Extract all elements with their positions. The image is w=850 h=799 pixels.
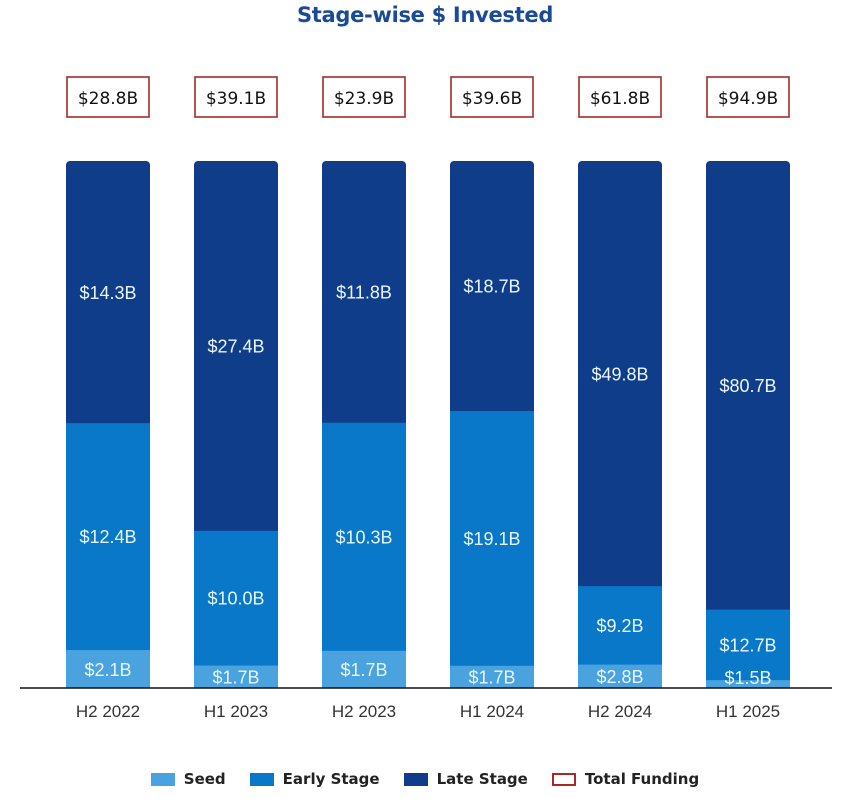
legend-swatch-total-funding	[551, 772, 576, 786]
data-label-seed-h2-2022: $2.1B	[84, 660, 131, 680]
data-label-early-stage-h2-2023: $10.3B	[335, 527, 392, 547]
bar-labels-h1-2023: $1.7B $10.0B $27.4B	[207, 337, 264, 688]
bar-seed-h2-2023	[322, 650, 406, 688]
data-label-late-stage-h2-2022: $14.3B	[79, 283, 136, 303]
bar-early-stage-h2-2023	[322, 422, 406, 651]
total-box-h1-2024	[450, 76, 534, 118]
total-funding-h2-2022: $28.8B	[66, 76, 150, 118]
bar-late-stage-h1-2024	[450, 161, 534, 411]
legend-label-early-stage: Early Stage	[282, 770, 380, 788]
data-label-early-stage-h1-2025: $12.7B	[719, 635, 776, 655]
bar-late-stage-h2-2022	[66, 161, 150, 424]
bar-seed-h1-2023	[194, 665, 278, 688]
total-funding-h1-2024: $39.6B	[450, 76, 534, 118]
legend-swatch-seed	[150, 772, 175, 786]
chart-title: Stage-wise $ Invested	[296, 3, 554, 27]
bar-late-stage-h1-2025	[706, 161, 790, 610]
bar-early-stage-h1-2025	[706, 609, 790, 681]
data-label-early-stage-h1-2024: $19.1B	[463, 529, 520, 549]
data-label-early-stage-h1-2023: $10.0B	[207, 589, 264, 609]
data-label-late-stage-h1-2024: $18.7B	[463, 277, 520, 297]
total-label-h2-2022: $28.8B	[78, 89, 138, 109]
total-label-h1-2024: $39.6B	[462, 89, 522, 109]
bar-early-stage-h1-2024	[450, 410, 534, 666]
legend-item-late-stage: Late Stage	[403, 770, 528, 788]
bar-seed-h2-2024	[578, 664, 662, 688]
x-tick-h2-2024: H2 2024	[588, 702, 652, 721]
bar-seed-h1-2025	[706, 679, 790, 688]
x-tick-h1-2023: H1 2023	[204, 702, 268, 721]
bar-late-stage-h2-2023	[322, 161, 406, 423]
total-box-h2-2024	[578, 76, 662, 118]
total-funding-h2-2024: $61.8B	[578, 76, 662, 118]
total-funding-boxes: $28.8B $39.1B $23.9B $39.6B $61.8B $94.9B	[66, 76, 790, 118]
bar-stack-h2-2022	[66, 161, 150, 688]
data-label-seed-h1-2023: $1.7B	[212, 668, 259, 688]
total-funding-h2-2023: $23.9B	[322, 76, 406, 118]
x-tick-h1-2024: H1 2024	[460, 702, 524, 721]
bar-labels-h2-2023: $1.7B $10.3B $11.8B	[335, 283, 392, 681]
total-box-h2-2022	[66, 76, 150, 118]
x-tick-labels: H2 2022 H1 2023 H2 2023 H1 2024 H2 2024 H1 20…	[76, 702, 780, 721]
bars: $2.1B$12.4B$14.3B$1.7B$10.0B$27.4B$1.7B$…	[66, 161, 790, 688]
bar-early-stage-h2-2022	[66, 422, 150, 651]
legend-swatch-late-stage	[403, 772, 428, 786]
bar-labels-h2-2022: $2.1B $12.4B $14.3B	[79, 283, 136, 680]
total-funding-h1-2023: $39.1B	[194, 76, 278, 118]
legend-swatch-early-stage	[249, 772, 274, 786]
legend-item-total-funding: Total Funding	[551, 770, 700, 788]
x-tick-h2-2023: H2 2023	[332, 702, 396, 721]
total-label-h1-2023: $39.1B	[206, 89, 266, 109]
bar-early-stage-h1-2023	[194, 530, 278, 666]
bar-labels-h2-2024: $2.8B $9.2B $49.8B	[591, 364, 648, 687]
bar-stack-h1-2023	[194, 161, 278, 688]
legend-label-seed: Seed	[183, 770, 226, 788]
bar-seed-h2-2022	[66, 649, 150, 688]
bar-labels-h1-2025: $1.5B $12.7B $80.7B	[719, 376, 776, 688]
data-label-late-stage-h2-2023: $11.8B	[336, 283, 392, 303]
data-label-seed-h2-2024: $2.8B	[596, 667, 643, 687]
bar-stack-h2-2024	[578, 161, 662, 688]
total-funding-h1-2025: $94.9B	[706, 76, 790, 118]
legend: Seed Early Stage Late Stage Total Fundin…	[0, 770, 850, 788]
legend-item-seed: Seed	[150, 770, 226, 788]
bar-labels-h1-2024: $1.7B $19.1B $18.7B	[463, 277, 520, 688]
legend-label-late-stage: Late Stage	[436, 770, 528, 788]
data-label-seed-h2-2023: $1.7B	[340, 660, 387, 680]
bar-seed-h1-2024	[450, 665, 534, 688]
total-label-h2-2024: $61.8B	[590, 89, 650, 109]
data-label-late-stage-h1-2023: $27.4B	[207, 337, 264, 357]
data-label-early-stage-h2-2024: $9.2B	[596, 616, 643, 636]
total-label-h2-2023: $23.9B	[334, 89, 394, 109]
stacked-bar-chart: $28.8B $39.1B $23.9B $39.6B $61.8B $94.9B $2.…	[20, 76, 832, 721]
data-label-early-stage-h2-2022: $12.4B	[79, 527, 136, 547]
data-label-seed-h1-2024: $1.7B	[468, 668, 515, 688]
bar-late-stage-h2-2024	[578, 161, 662, 587]
bar-stack-h1-2024	[450, 161, 534, 688]
x-tick-h2-2022: H2 2022	[76, 702, 140, 721]
bar-early-stage-h2-2024	[578, 585, 662, 665]
total-box-h1-2025	[706, 76, 790, 118]
bar-late-stage-h1-2023	[194, 161, 278, 531]
legend-label-total-funding: Total Funding	[584, 770, 700, 788]
data-label-late-stage-h2-2024: $49.8B	[591, 364, 648, 384]
data-label-seed-h1-2025: $1.5B	[724, 668, 771, 688]
data-label-late-stage-h1-2025: $80.7B	[719, 376, 776, 396]
bar-stack-h1-2025	[706, 161, 790, 688]
legend-item-early-stage: Early Stage	[249, 770, 380, 788]
total-box-h2-2023	[322, 76, 406, 118]
bar-stack-h2-2023	[322, 161, 406, 688]
total-box-h1-2023	[194, 76, 278, 118]
x-tick-h1-2025: H1 2025	[716, 702, 780, 721]
total-label-h1-2025: $94.9B	[718, 89, 778, 109]
